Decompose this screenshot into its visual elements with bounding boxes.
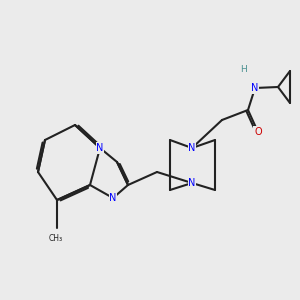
Text: CH₃: CH₃ xyxy=(48,234,63,243)
Text: N: N xyxy=(251,83,259,93)
Text: N: N xyxy=(109,193,117,203)
Text: N: N xyxy=(96,143,104,153)
Text: N: N xyxy=(188,178,196,188)
Text: H: H xyxy=(240,65,246,74)
Text: O: O xyxy=(254,127,262,137)
Text: N: N xyxy=(188,143,196,153)
